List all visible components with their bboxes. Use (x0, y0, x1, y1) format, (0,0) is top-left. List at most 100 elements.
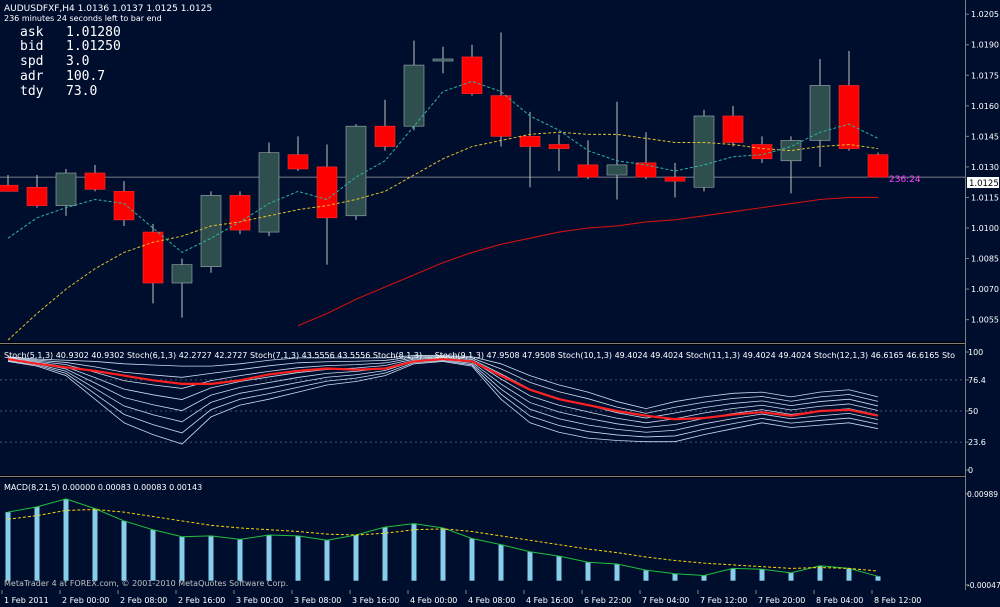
stochastic-line (7, 361, 879, 445)
macd-histogram-bar[interactable] (875, 576, 881, 581)
stochastic-line (7, 355, 879, 410)
price-axis-label: 1.0130 (971, 163, 999, 172)
bear-candle[interactable] (316, 166, 338, 219)
stochastic-axis-label: 0 (968, 466, 973, 475)
bear-candle[interactable] (461, 56, 483, 94)
price-axis-label: 1.0100 (971, 224, 999, 233)
price-chart (0, 32, 965, 341)
bull-candle[interactable] (403, 64, 425, 127)
bear-candle[interactable] (722, 115, 744, 143)
macd-histogram-bar[interactable] (92, 508, 98, 581)
macd-histogram-bar[interactable] (701, 575, 707, 581)
current-price-label: 1.0125 (969, 179, 999, 189)
bear-candle[interactable] (374, 125, 396, 147)
price-axis-label: 1.0070 (971, 285, 999, 294)
macd-histogram-bar[interactable] (527, 551, 533, 581)
time-axis-label: 7 Feb 20:00 (758, 596, 805, 605)
bull-candle[interactable] (200, 195, 222, 267)
bear-candle[interactable] (490, 95, 512, 137)
stochastic-line (7, 356, 879, 419)
macd-histogram-bar[interactable] (353, 535, 359, 581)
bear-candle[interactable] (113, 191, 135, 221)
price-axis-label: 1.0085 (971, 255, 999, 264)
ma-mid-line (7, 131, 879, 341)
bear-candle[interactable] (867, 154, 889, 178)
macd-chart (5, 498, 881, 581)
copyright-watermark: MetaTrader 4 at FOREX.com, © 2001-2010 M… (4, 579, 288, 588)
stochastic-chart (0, 355, 965, 445)
macd-histogram-bar[interactable] (730, 568, 736, 581)
macd-histogram-bar[interactable] (411, 523, 417, 581)
bear-candle[interactable] (548, 144, 570, 149)
macd-histogram-bar[interactable] (121, 520, 127, 581)
macd-histogram-bar[interactable] (63, 498, 69, 581)
macd-histogram-bar[interactable] (846, 568, 852, 581)
macd-histogram-bar[interactable] (295, 535, 301, 581)
macd-histogram-bar[interactable] (585, 562, 591, 581)
right-axis-area (965, 0, 1000, 607)
bull-candle[interactable] (606, 164, 628, 176)
bull-candle[interactable] (258, 152, 280, 233)
macd-histogram-bar[interactable] (469, 538, 475, 581)
price-axis-label: 1.0055 (971, 316, 999, 325)
bear-candle[interactable] (26, 186, 48, 206)
bear-candle[interactable] (84, 172, 106, 190)
bear-candle[interactable] (577, 164, 599, 178)
stochastic-axis-label: 100 (968, 348, 983, 357)
stochastic-line (7, 355, 879, 414)
macd-legend: MACD(8,21,5) 0.00000 0.00083 0.00083 0.0… (4, 483, 202, 492)
macd-histogram-bar[interactable] (817, 565, 823, 581)
macd-histogram-bar[interactable] (179, 536, 185, 581)
macd-panel-background[interactable] (0, 478, 965, 590)
macd-histogram-bar[interactable] (759, 569, 765, 581)
time-axis-label: 7 Feb 12:00 (700, 596, 747, 605)
macd-histogram-bar[interactable] (266, 535, 272, 581)
price-axis-label: 1.0115 (971, 193, 999, 202)
macd-histogram-bar[interactable] (324, 540, 330, 581)
price-chart-background[interactable] (0, 0, 965, 342)
macd-histogram-bar[interactable] (150, 529, 156, 581)
bull-candle[interactable] (780, 140, 802, 162)
bull-candle[interactable] (809, 85, 831, 141)
stochastic-main-line (7, 357, 879, 421)
macd-axis-label: -0.00047 (967, 581, 1000, 590)
macd-histogram-bar[interactable] (498, 544, 504, 581)
bull-candle[interactable] (432, 58, 454, 62)
bull-candle[interactable] (693, 115, 715, 188)
macd-histogram-bar[interactable] (5, 512, 11, 581)
stochastic-axis-label: 50 (968, 407, 978, 416)
bear-candle[interactable] (838, 85, 860, 149)
price-axis-label: 1.0205 (971, 10, 999, 19)
bar-timer-header: 236 minutes 24 seconds left to bar end (4, 14, 162, 23)
quote-value-ask: 1.01280 (66, 25, 121, 40)
time-axis-label: 4 Feb 00:00 (410, 596, 457, 605)
bull-candle[interactable] (55, 172, 77, 206)
macd-histogram-bar[interactable] (382, 527, 388, 581)
macd-histogram-bar[interactable] (440, 527, 446, 581)
bear-candle[interactable] (287, 154, 309, 170)
axes: 1.0205 1.0190 1.0175 1.0160 1.0145 1.0130 1.01… (1, 10, 1000, 605)
stochastic-legend: Stoch(5,1,3) 40.9302 40.9302 Stoch(6,1,3… (4, 351, 955, 360)
bear-candle[interactable] (229, 195, 251, 231)
stochastic-axis-label: 23.6 (968, 438, 986, 447)
macd-histogram-bar[interactable] (208, 535, 214, 581)
time-axis-label: 7 Feb 04:00 (642, 596, 689, 605)
macd-histogram-bar[interactable] (237, 539, 243, 581)
macd-histogram-bar[interactable] (614, 564, 620, 581)
macd-histogram-bar[interactable] (643, 570, 649, 581)
quote-label-adr: adr (20, 69, 44, 84)
bull-candle[interactable] (345, 125, 367, 217)
bear-candle[interactable] (751, 144, 773, 160)
bear-candle[interactable] (519, 136, 541, 147)
time-axis-label: 4 Feb 16:00 (526, 596, 573, 605)
bull-candle[interactable] (171, 264, 193, 284)
bear-candle[interactable] (142, 231, 164, 284)
macd-histogram-bar[interactable] (672, 573, 678, 581)
macd-line (7, 498, 879, 577)
macd-histogram-bar[interactable] (788, 572, 794, 581)
macd-histogram-bar[interactable] (556, 556, 562, 581)
macd-histogram-bar[interactable] (34, 506, 40, 581)
quote-value-spd: 3.0 (66, 54, 89, 69)
bear-candle[interactable] (0, 184, 19, 192)
bear-candle[interactable] (664, 176, 686, 182)
